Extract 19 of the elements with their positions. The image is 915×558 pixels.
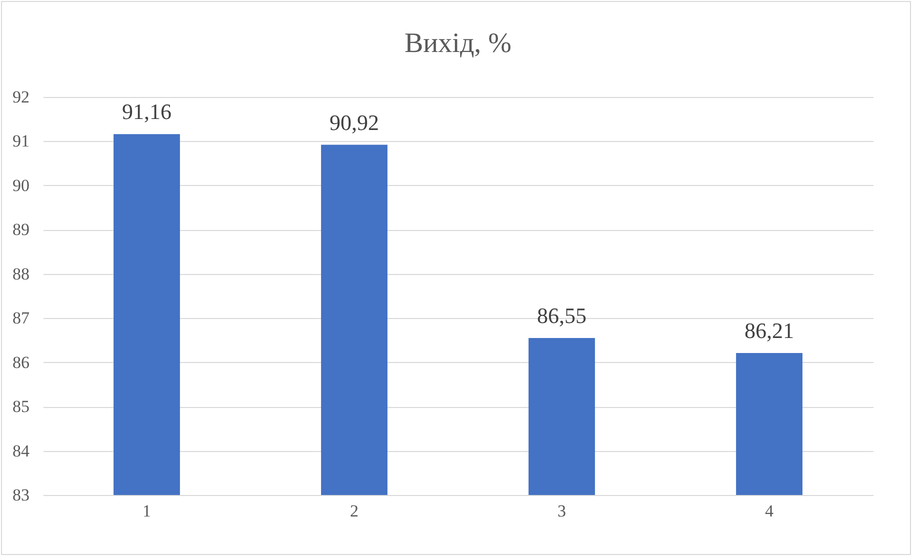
data-label: 86,55 (537, 303, 586, 328)
y-tick-label: 90 (12, 176, 30, 195)
y-tick-label: 89 (12, 220, 30, 240)
y-tick-label: 84 (12, 441, 30, 460)
x-tick-label: 4 (765, 502, 774, 520)
y-tick-label: 88 (12, 264, 30, 284)
y-tick-label: 86 (12, 352, 30, 372)
y-tick-label: 83 (12, 486, 30, 504)
y-tick-label: 91 (12, 132, 30, 151)
chart-title: Вихід, % (404, 28, 512, 59)
data-label: 91,16 (122, 99, 172, 124)
x-tick-label: 1 (142, 502, 151, 520)
y-tick-label: 85 (12, 397, 30, 416)
x-tick-label: 2 (350, 502, 358, 520)
data-label: 90,92 (330, 110, 379, 135)
data-label: 86,21 (744, 318, 794, 344)
y-tick-label: 92 (12, 88, 30, 106)
x-tick-label: 3 (558, 502, 566, 520)
y-tick-label: 87 (12, 308, 30, 328)
